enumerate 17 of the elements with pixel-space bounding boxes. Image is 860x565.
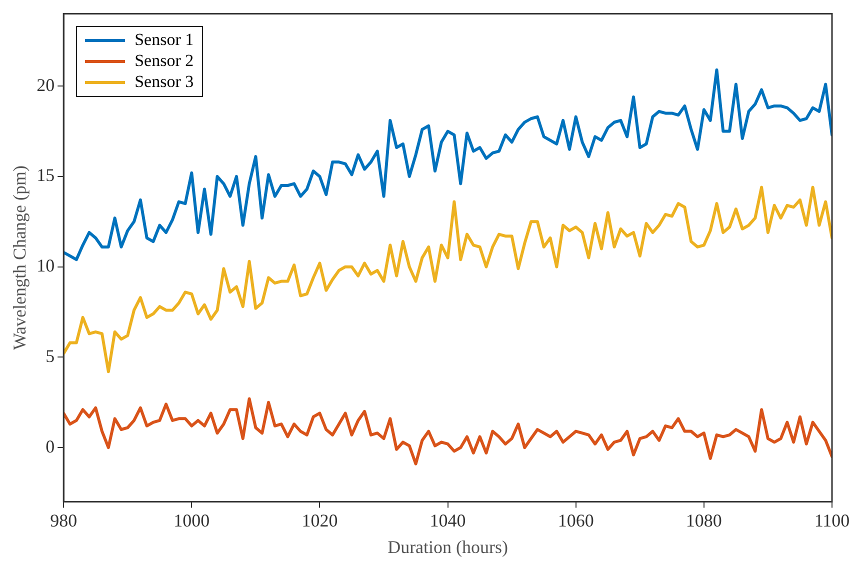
y-tick-label: 10 [36, 256, 55, 276]
y-axis-title: Wavelength Change (pm) [10, 166, 30, 350]
legend-label: Sensor 2 [134, 51, 194, 72]
x-tick-label: 980 [50, 510, 78, 530]
x-tick-label: 1020 [302, 510, 338, 530]
x-tick-label: 1100 [814, 510, 850, 530]
y-tick-label: 0 [46, 436, 55, 456]
x-tick-label: 1040 [430, 510, 466, 530]
y-tick-label: 5 [46, 346, 55, 366]
x-tick-label: 1060 [558, 510, 594, 530]
y-tick-label: 15 [36, 165, 55, 186]
y-tick-label: 20 [36, 74, 55, 95]
x-axis-title: Duration (hours) [388, 536, 508, 557]
x-tick-label: 1080 [686, 510, 722, 530]
legend-label: Sensor 1 [134, 30, 194, 50]
legend-label: Sensor 3 [134, 72, 194, 92]
x-tick-label: 1000 [174, 510, 210, 530]
